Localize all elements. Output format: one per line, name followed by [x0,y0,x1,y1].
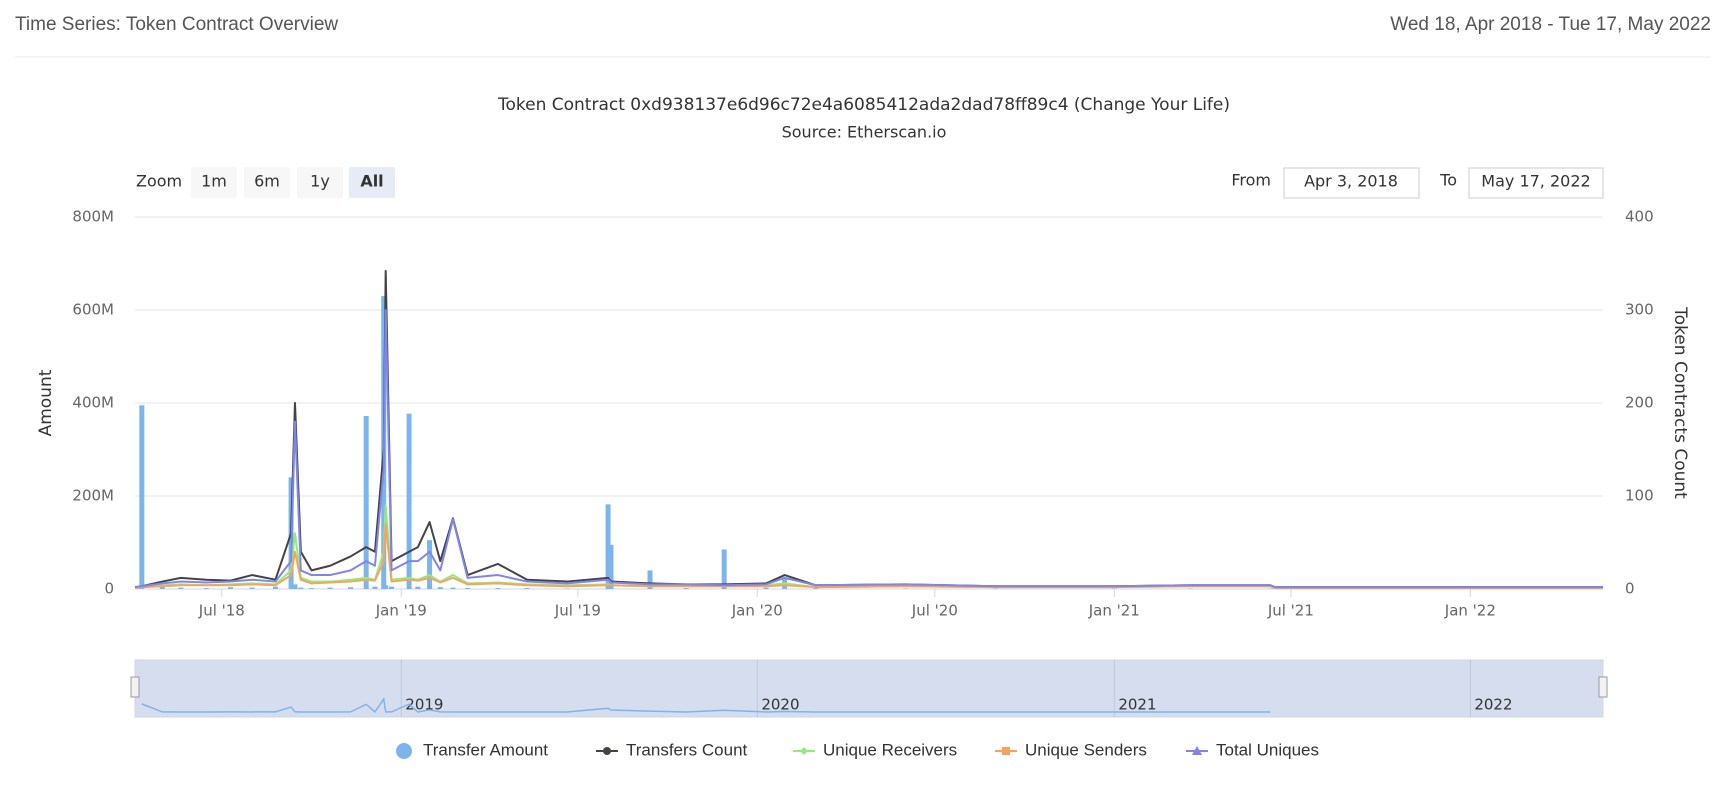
chart-subtitle: Source: Etherscan.io [782,123,947,142]
y-tick-label: 800M [72,208,114,226]
bar [327,587,333,589]
bar [363,416,369,589]
x-tick-label: Jul '18 [198,602,245,620]
bar [298,587,304,589]
series-line [134,309,1603,589]
legend-symbol [396,743,412,759]
bar [406,413,412,589]
y-tick-label: 200M [72,487,114,505]
bar [228,587,234,589]
y2-tick-label: 400 [1625,208,1654,226]
legend-label[interactable]: Unique Receivers [823,740,957,759]
legend-label[interactable]: Transfer Amount [423,740,548,759]
zoom-button[interactable] [191,167,237,198]
legend-marker [1002,747,1010,755]
bar [813,588,819,589]
legend-marker [1192,746,1202,755]
navigator-label: 2020 [761,696,799,714]
legend-label[interactable]: Transfers Count [626,740,748,759]
x-tick-label: Jan '19 [375,602,427,620]
x-tick-label: Jan '20 [731,602,783,620]
bar [383,585,389,589]
zoom-label: Zoom [136,172,182,191]
from-value[interactable]: Apr 3, 2018 [1304,172,1398,191]
to-input[interactable] [1468,167,1604,199]
bar [427,540,433,589]
y2-tick-label: 200 [1625,394,1654,412]
from-input[interactable] [1283,167,1420,199]
navigator-label: 2021 [1118,696,1156,714]
legend-label[interactable]: Unique Senders [1025,740,1147,759]
to-value[interactable]: May 17, 2022 [1481,172,1590,191]
bar [389,586,395,589]
x-tick-label: Jan '21 [1088,602,1140,620]
y-tick-label: 600M [72,301,114,319]
navigator-handle[interactable] [130,676,140,698]
y-axis-title: Amount [36,369,56,436]
bar [683,588,689,589]
x-tick-label: Jul '21 [1267,602,1314,620]
y2-tick-label: 0 [1625,580,1635,598]
zoom-button-label[interactable]: 1y [310,172,330,191]
navigator-line [141,697,1271,714]
y2-tick-label: 300 [1625,301,1654,319]
bar [524,588,530,589]
legend-label[interactable]: Total Uniques [1216,740,1319,759]
y2-tick-label: 100 [1625,487,1654,505]
x-tick-label: Jul '19 [554,602,601,620]
bar [178,587,184,589]
bar [309,588,315,589]
y-tick-label: 400M [72,394,114,412]
legend-marker [603,747,611,755]
navigator-label: 2022 [1474,696,1512,714]
bar [465,588,471,589]
zoom-button[interactable] [244,167,290,198]
bar [292,584,298,589]
bar [203,588,209,589]
y2-axis-title: Token Contracts Count [1670,306,1690,499]
bar [249,587,255,589]
y-tick-label: 0 [104,580,114,598]
date-range: Wed 18, Apr 2018 - Tue 17, May 2022 [1390,14,1711,35]
series-line [134,269,1603,589]
bar [372,586,378,589]
zoom-button-label[interactable]: 6m [254,172,280,191]
bar [272,586,278,589]
bar [348,587,354,589]
zoom-button-label[interactable]: All [360,172,383,191]
bar [721,549,727,589]
legend-marker [800,747,808,755]
series-line [134,522,1603,590]
bar [139,405,145,589]
zoom-button[interactable] [297,167,343,198]
navigator-bg [134,659,1604,718]
bar [763,587,769,589]
bar [437,587,443,589]
bar [450,587,456,589]
chart-title: Token Contract 0xd938137e6d96c72e4a60854… [497,95,1230,115]
zoom-button-label[interactable]: 1m [201,172,227,191]
zoom-button[interactable] [349,167,395,198]
to-label: To [1439,171,1457,190]
bar [415,586,421,589]
bar [608,544,614,589]
bar [647,570,653,589]
bar [605,504,611,589]
bar [159,586,165,589]
x-tick-label: Jul '20 [911,602,958,620]
x-tick-label: Jan '22 [1444,602,1496,620]
page-title: Time Series: Token Contract Overview [15,14,338,35]
series-line [134,504,1603,590]
bar [495,588,501,589]
navigator-handle[interactable] [1598,676,1608,698]
from-label: From [1231,171,1271,190]
